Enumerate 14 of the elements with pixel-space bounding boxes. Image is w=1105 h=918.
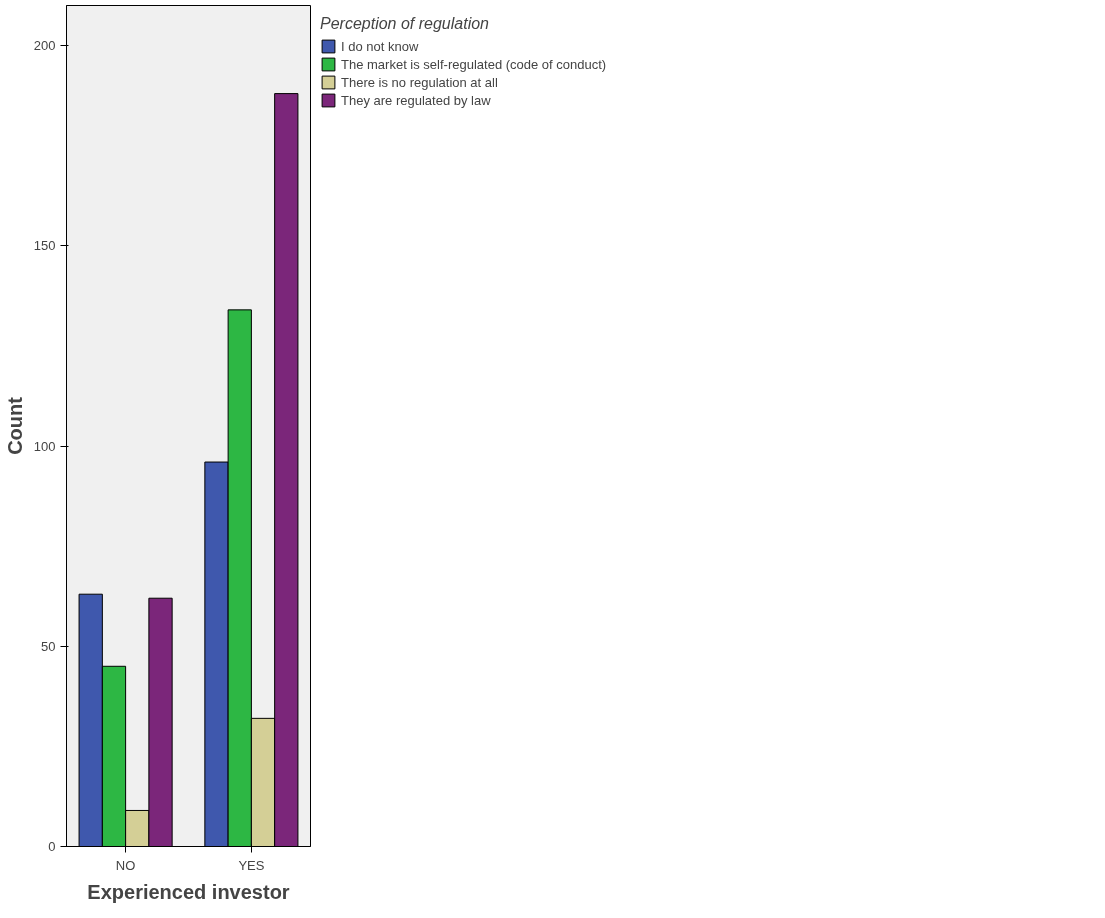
x-axis-title: Experienced investor — [87, 880, 290, 903]
y-axis-title: Count — [3, 396, 26, 455]
y-tick-label: 50 — [41, 638, 56, 654]
legend-label: The market is self-regulated (code of conduct) — [341, 56, 607, 72]
x-tick-label: YES — [238, 857, 265, 873]
legend-label: They are regulated by law — [341, 92, 491, 108]
y-tick-label: 150 — [33, 238, 56, 254]
y-tick-label: 100 — [33, 438, 56, 454]
y-tick-label: 0 — [48, 839, 56, 854]
legend-title: Perception of regulation — [320, 15, 490, 33]
legend-label: I do not know — [341, 38, 419, 54]
y-tick-label: 200 — [33, 38, 56, 54]
legend-label: There is no regulation at all — [341, 74, 498, 90]
x-tick-label: NO — [115, 857, 136, 873]
